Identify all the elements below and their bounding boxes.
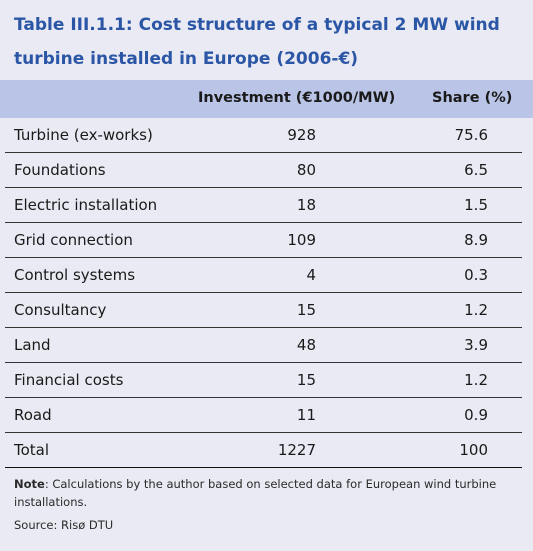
table-source: Source: Risø DTU [14,518,114,532]
row-investment: 15 [296,371,316,389]
note-label: Note [14,477,45,491]
row-label: Land [14,336,51,354]
row-label: Road [14,406,52,424]
row-divider [5,152,522,153]
row-label: Electric installation [14,196,158,214]
row-share: 100 [459,441,488,459]
row-share: 75.6 [454,126,488,144]
row-label: Foundations [14,161,106,179]
table-row: Financial costs 15 1.2 [0,363,533,398]
row-label: Grid connection [14,231,133,249]
row-investment: 80 [296,161,316,179]
row-divider [5,397,522,398]
row-investment: 15 [296,301,316,319]
row-divider [5,292,522,293]
row-share: 0.3 [464,266,488,284]
row-label: Financial costs [14,371,124,389]
row-investment: 109 [287,231,316,249]
column-header-investment: Investment (€1000/MW) [198,90,396,106]
row-share: 0.9 [464,406,488,424]
row-divider [5,327,522,328]
row-divider [5,257,522,258]
table-row: Control systems 4 0.3 [0,258,533,293]
row-share: 1.5 [464,196,488,214]
table-row-total: Total 1227 100 [0,433,533,468]
row-investment: 4 [306,266,316,284]
row-share: 3.9 [464,336,488,354]
table-row: Foundations 80 6.5 [0,153,533,188]
row-investment: 11 [296,406,316,424]
table-row: Land 48 3.9 [0,328,533,363]
table-row: Consultancy 15 1.2 [0,293,533,328]
row-label: Control systems [14,266,136,284]
row-label: Consultancy [14,301,107,319]
row-investment: 1227 [277,441,316,459]
table-row: Road 11 0.9 [0,398,533,433]
row-share: 6.5 [464,161,488,179]
table-title: Table III.1.1: Cost structure of a typic… [14,15,500,69]
row-label: Total [14,441,50,459]
table-row: Turbine (ex-works) 928 75.6 [0,118,533,153]
row-divider [5,467,522,468]
table-note: Note: Calculations by the author based o… [14,475,524,511]
row-share: 8.9 [464,231,488,249]
column-header-share: Share (%) [432,90,513,106]
row-share: 1.2 [464,301,488,319]
row-investment: 48 [296,336,316,354]
table-row: Electric installation 18 1.5 [0,188,533,223]
row-investment: 928 [287,126,316,144]
row-share: 1.2 [464,371,488,389]
row-divider [5,187,522,188]
table-header-band [0,80,533,118]
row-divider [5,362,522,363]
table-row: Grid connection 109 8.9 [0,223,533,258]
row-divider [5,222,522,223]
note-text: : Calculations by the author based on se… [14,477,497,509]
row-investment: 18 [296,196,316,214]
row-label: Turbine (ex-works) [14,126,153,144]
row-divider [5,432,522,433]
